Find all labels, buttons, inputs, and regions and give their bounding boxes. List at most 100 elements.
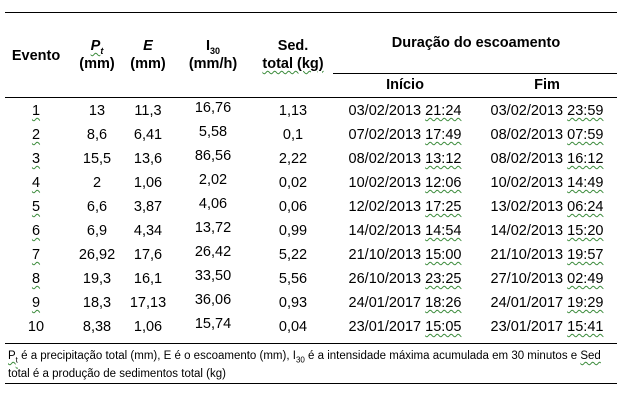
cell-i30: 26,42 xyxy=(194,244,232,260)
evento-number: 8 xyxy=(31,271,41,287)
inicio-time: 15:05 xyxy=(425,319,462,335)
fim-date: 13/02/2013 xyxy=(490,199,564,215)
evento-number: 2 xyxy=(31,127,41,143)
cell-sed: 0,02 xyxy=(278,175,308,191)
footnote-pt-subscript: t xyxy=(15,355,18,365)
evento-number: 4 xyxy=(31,175,41,191)
footnote-sed-word: Sed xyxy=(580,350,601,362)
inicio-time: 18:26 xyxy=(425,295,462,311)
cell-fim: 14/02/2013 15:20 xyxy=(477,223,617,240)
cell-pt: 2 xyxy=(92,175,102,191)
header-duracao: Duração do escoamento xyxy=(391,35,561,51)
fim-time: 06:24 xyxy=(567,199,604,215)
inicio-time: 23:25 xyxy=(425,271,462,287)
cell-inicio: 10/02/2013 12:06 xyxy=(335,175,475,192)
cell-e: 11,3 xyxy=(134,103,162,119)
cell-i30: 16,76 xyxy=(194,100,232,116)
evento-number: 5 xyxy=(31,199,41,215)
inicio-date: 21/10/2013 xyxy=(348,247,422,263)
inicio-date: 08/02/2013 xyxy=(348,151,422,167)
cell-e: 6,41 xyxy=(133,127,163,143)
cell-fim: 03/02/2013 23:59 xyxy=(477,103,617,120)
footnote-text-1: é a precipitação total (mm), E é o escoa… xyxy=(17,350,296,362)
fim-date: 23/01/2017 xyxy=(490,319,564,335)
cell-evento: 4 xyxy=(6,175,66,192)
header-e-unit: (mm) xyxy=(130,56,166,72)
cell-pt: 8,6 xyxy=(86,127,108,143)
cell-evento: 7 xyxy=(6,247,66,264)
header-i30: I30 xyxy=(182,38,244,60)
header-inicio: Início xyxy=(386,77,424,93)
cell-e: 13,6 xyxy=(133,151,163,167)
cell-sed: 0,04 xyxy=(278,319,308,335)
fim-time: 19:57 xyxy=(567,247,604,263)
cell-inicio: 07/02/2013 17:49 xyxy=(335,127,475,144)
pt-symbol: P xyxy=(90,38,101,54)
cell-pt: 13 xyxy=(88,103,106,119)
cell-i30: 5,58 xyxy=(198,124,228,140)
cell-evento: 5 xyxy=(6,199,66,216)
fim-date: 24/01/2017 xyxy=(490,295,564,311)
evento-number: 9 xyxy=(31,295,41,311)
cell-inicio: 21/10/2013 15:00 xyxy=(335,247,475,264)
fim-date: 10/02/2013 xyxy=(490,175,564,191)
cell-sed: 0,06 xyxy=(278,199,308,215)
cell-sed: 5,56 xyxy=(278,271,308,287)
cell-e: 1,06 xyxy=(133,175,163,191)
footnote-i-subscript: 30 xyxy=(295,355,305,365)
cell-sed: 2,22 xyxy=(278,151,308,167)
cell-fim: 27/10/2013 02:49 xyxy=(477,271,617,288)
fim-time: 14:49 xyxy=(567,175,604,191)
cell-sed: 1,13 xyxy=(278,103,308,119)
cell-e: 4,34 xyxy=(133,223,163,239)
cell-fim: 21/10/2013 19:57 xyxy=(477,247,617,264)
cell-evento: 10 xyxy=(27,319,45,335)
inicio-date: 07/02/2013 xyxy=(348,127,422,143)
pt-subscript: t xyxy=(100,45,104,56)
fim-time: 19:29 xyxy=(567,295,604,311)
fim-date: 08/02/2013 xyxy=(490,151,564,167)
cell-pt: 15,5 xyxy=(82,151,112,167)
footnote-pt-symbol: P xyxy=(8,350,16,362)
inicio-date: 12/02/2013 xyxy=(348,199,422,215)
cell-e: 17,6 xyxy=(133,247,163,263)
cell-fim: 13/02/2013 06:24 xyxy=(477,199,617,216)
cell-pt: 19,3 xyxy=(82,271,112,287)
inicio-time: 21:24 xyxy=(425,103,462,119)
cell-evento: 2 xyxy=(6,127,66,144)
footnote: Pt é a precipitação total (mm), E é o es… xyxy=(8,349,620,382)
e-symbol: E xyxy=(143,38,153,54)
cell-evento: 3 xyxy=(6,151,66,168)
inicio-time: 15:00 xyxy=(425,247,462,263)
cell-pt: 6,9 xyxy=(86,223,108,239)
fim-date: 27/10/2013 xyxy=(490,271,564,287)
header-sed: Sed. xyxy=(277,38,309,54)
fim-time: 16:12 xyxy=(567,151,604,167)
fim-date: 21/10/2013 xyxy=(490,247,564,263)
cell-inicio: 12/02/2013 17:25 xyxy=(335,199,475,216)
cell-fim: 10/02/2013 14:49 xyxy=(477,175,617,192)
fim-time: 07:59 xyxy=(567,127,604,143)
fim-time: 02:49 xyxy=(567,271,604,287)
inicio-date: 24/01/2017 xyxy=(348,295,422,311)
cell-pt: 8,38 xyxy=(82,319,112,335)
header-pt-unit: (mm) xyxy=(79,56,115,72)
cell-pt: 6,6 xyxy=(86,199,108,215)
cell-i30: 4,06 xyxy=(198,196,228,212)
inicio-date: 03/02/2013 xyxy=(348,103,422,119)
inicio-date: 23/01/2017 xyxy=(348,319,422,335)
cell-i30: 33,50 xyxy=(194,268,232,284)
cell-i30: 15,74 xyxy=(194,316,232,332)
inicio-time: 17:49 xyxy=(425,127,462,143)
inicio-date: 14/02/2013 xyxy=(348,223,422,239)
cell-i30: 86,56 xyxy=(194,148,232,164)
evento-number: 6 xyxy=(31,223,41,239)
cell-inicio: 24/01/2017 18:26 xyxy=(335,295,475,312)
i30-symbol: I xyxy=(205,38,210,54)
cell-pt: 26,92 xyxy=(78,247,116,263)
inicio-date: 10/02/2013 xyxy=(348,175,422,191)
cell-inicio: 14/02/2013 14:54 xyxy=(335,223,475,240)
cell-e: 3,87 xyxy=(133,199,163,215)
cell-fim: 08/02/2013 16:12 xyxy=(477,151,617,168)
inicio-time: 17:25 xyxy=(425,199,462,215)
